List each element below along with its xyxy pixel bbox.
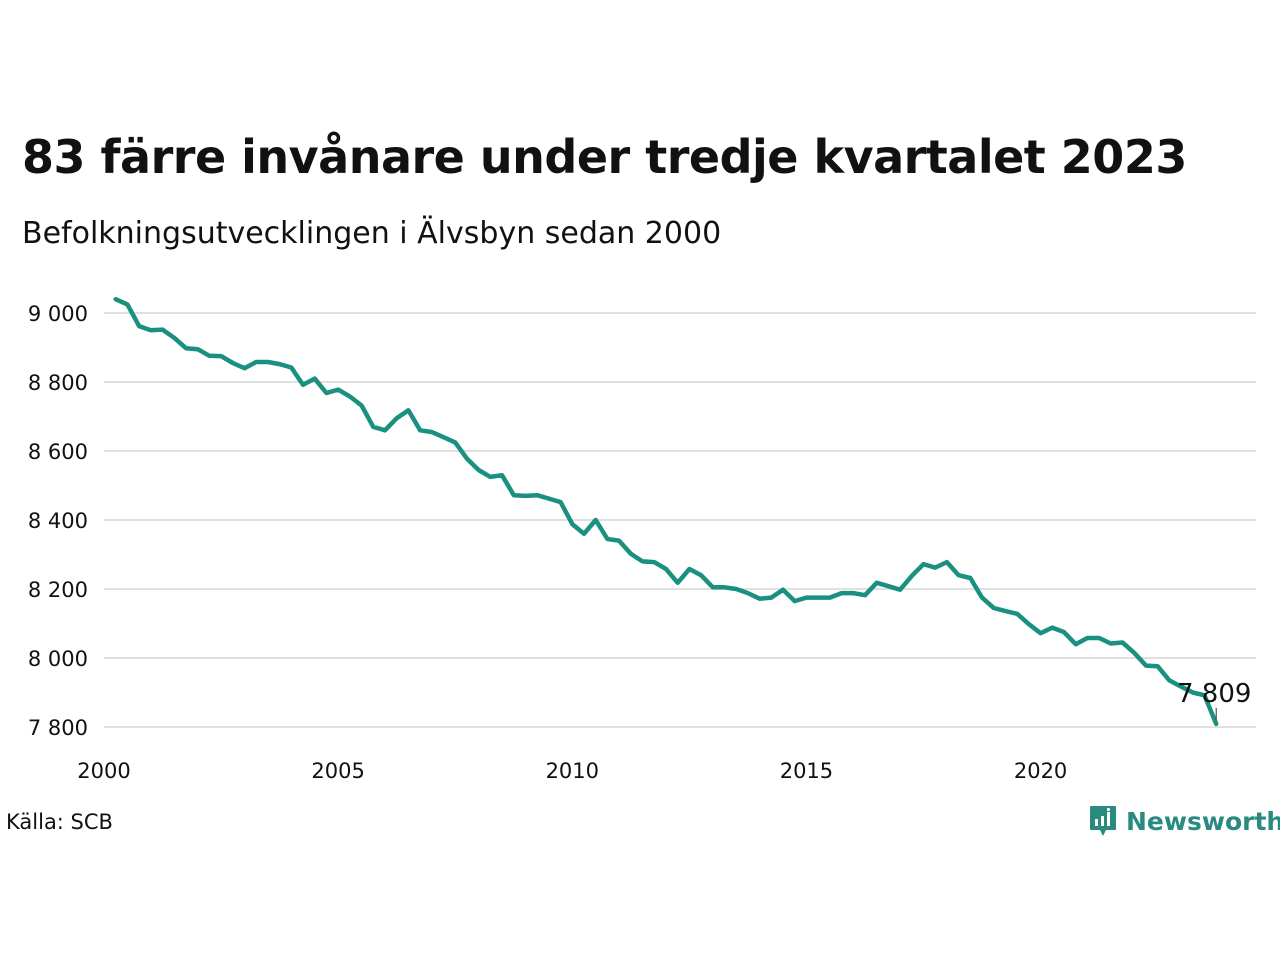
source-note: Källa: SCB [6, 810, 113, 834]
y-tick-label: 8 200 [28, 578, 88, 602]
series-line [113, 296, 1219, 727]
y-tick-label: 8 000 [28, 647, 88, 671]
x-tick-label: 2000 [77, 759, 130, 783]
grid-lines [104, 312, 1256, 728]
y-tick-label: 8 600 [28, 440, 88, 464]
x-tick-label: 2015 [780, 759, 833, 783]
x-tick-label: 2005 [311, 759, 364, 783]
data-series [113, 296, 1219, 727]
y-tick-label: 8 800 [28, 371, 88, 395]
x-axis-labels: 2000 2005 2010 2015 2020 [77, 759, 1067, 783]
x-tick-label: 2010 [546, 759, 599, 783]
brand-logo[interactable]: Newsworthy [1088, 804, 1280, 838]
end-annotation: 7 809 [1177, 679, 1251, 720]
x-tick-label: 2020 [1014, 759, 1067, 783]
end-value-label: 7 809 [1177, 679, 1251, 709]
chart-subtitle: Befolkningsutvecklingen i Älvsbyn sedan … [22, 216, 722, 251]
brand-name: Newsworthy [1126, 806, 1280, 836]
y-tick-label: 7 800 [28, 716, 88, 740]
chart-title: 83 färre invånare under tredje kvartalet… [22, 130, 1187, 184]
y-tick-label: 8 400 [28, 509, 88, 533]
newsworthy-logo-icon [1090, 806, 1116, 836]
y-axis-labels: 7 800 8 000 8 200 8 400 8 600 8 800 9 000 [28, 302, 88, 740]
y-tick-label: 9 000 [28, 302, 88, 326]
